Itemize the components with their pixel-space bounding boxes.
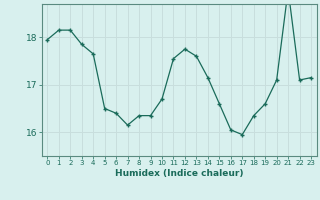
- X-axis label: Humidex (Indice chaleur): Humidex (Indice chaleur): [115, 169, 244, 178]
